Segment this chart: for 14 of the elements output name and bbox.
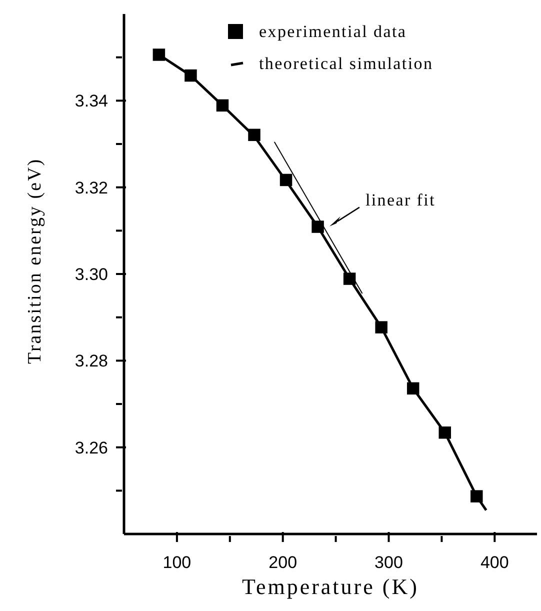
annotation: linear fit bbox=[365, 190, 436, 210]
y-tick-label: 3.34 bbox=[74, 92, 108, 111]
x-tick-label: 100 bbox=[162, 553, 192, 572]
x-tick-label: 200 bbox=[268, 553, 298, 572]
y-tick-label: 3.32 bbox=[74, 178, 108, 198]
y-axis-title: Transition energy (eV) bbox=[24, 158, 46, 364]
legend-label: experimential data bbox=[259, 21, 407, 43]
y-tick-label: 3.28 bbox=[74, 352, 108, 371]
x-tick-label: 300 bbox=[374, 553, 403, 572]
y-tick-label: 3.26 bbox=[74, 438, 108, 458]
x-tick-label: 400 bbox=[480, 553, 509, 572]
y-tick-label: 3.30 bbox=[74, 265, 108, 284]
legend-label: theoretical simulation bbox=[259, 53, 434, 75]
x-axis-title: Temperature (K) bbox=[242, 574, 419, 599]
